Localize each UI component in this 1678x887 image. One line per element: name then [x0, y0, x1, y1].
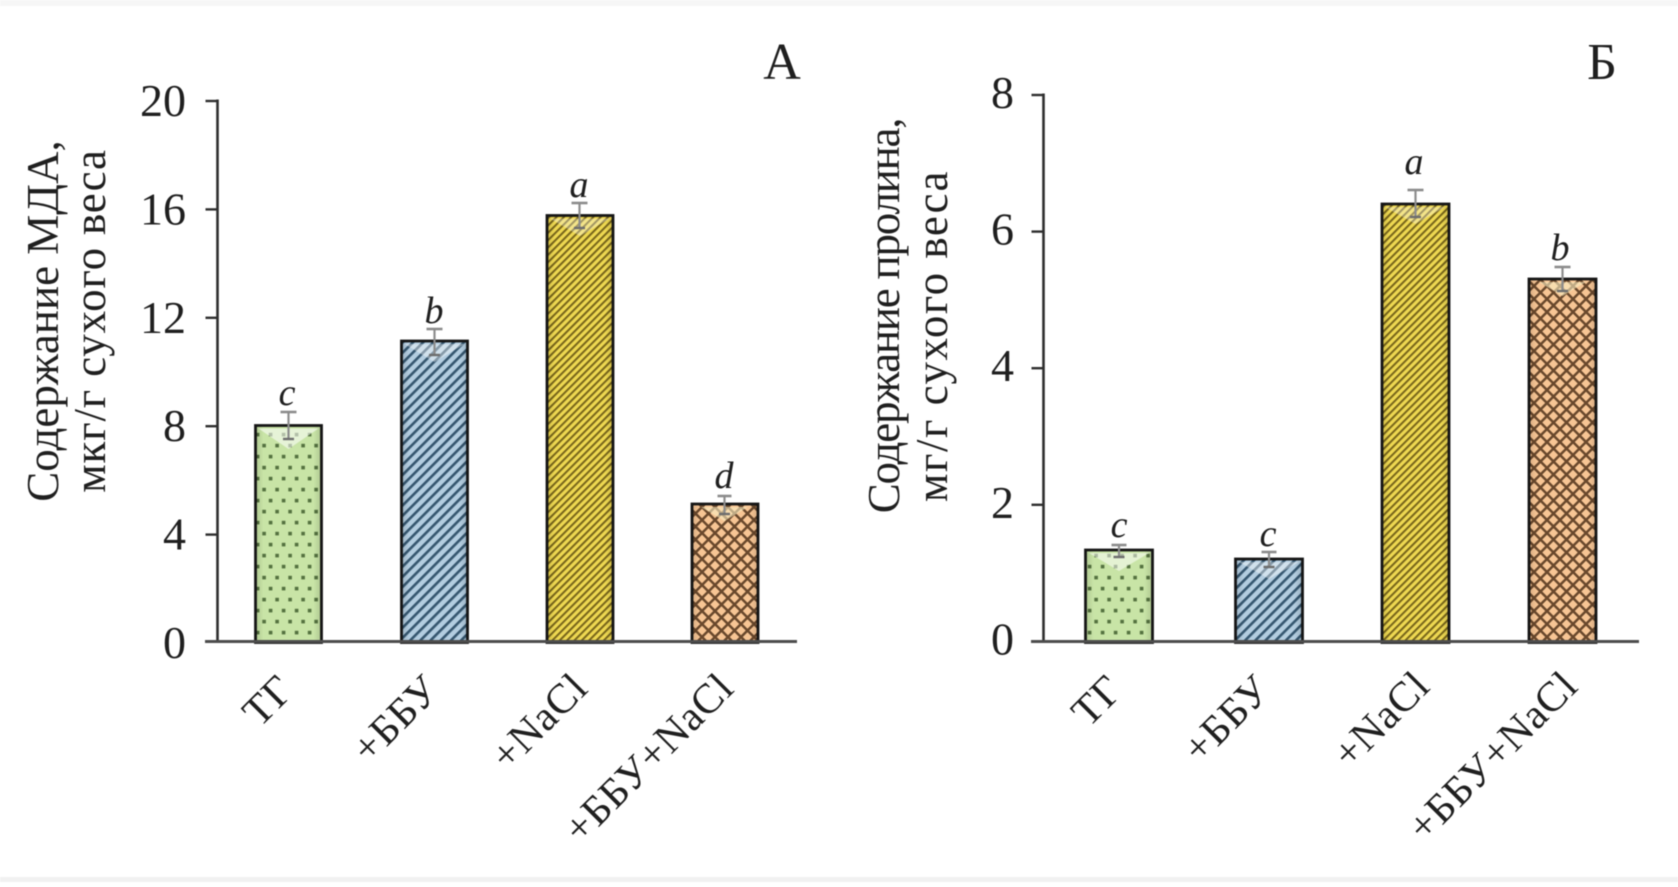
- svg-text:8: 8: [163, 400, 186, 451]
- svg-text:4: 4: [991, 340, 1014, 391]
- svg-text:a: a: [570, 164, 589, 206]
- svg-text:мкг/г сухого веса: мкг/г сухого веса: [65, 149, 115, 492]
- svg-text:8: 8: [991, 67, 1014, 118]
- svg-text:20: 20: [140, 75, 186, 126]
- svg-text:2: 2: [991, 477, 1014, 528]
- svg-text:16: 16: [140, 183, 186, 234]
- svg-text:6: 6: [991, 204, 1014, 255]
- svg-text:мг/г сухого веса: мг/г сухого веса: [907, 170, 957, 502]
- svg-text:0: 0: [163, 617, 186, 668]
- svg-text:c: c: [1111, 504, 1128, 546]
- svg-text:c: c: [279, 372, 296, 414]
- svg-text:Содержание пролина,: Содержание пролина,: [859, 119, 909, 514]
- svg-text:b: b: [1551, 227, 1570, 269]
- svg-text:b: b: [425, 290, 444, 332]
- svg-text:a: a: [1405, 141, 1424, 183]
- svg-text:12: 12: [140, 292, 186, 343]
- svg-text:Содержание МДА,: Содержание МДА,: [18, 140, 68, 502]
- svg-text:А: А: [763, 34, 801, 91]
- svg-text:d: d: [715, 455, 735, 497]
- svg-text:c: c: [1260, 513, 1277, 555]
- svg-text:0: 0: [991, 614, 1014, 665]
- svg-text:Б: Б: [1587, 34, 1617, 91]
- svg-text:4: 4: [163, 509, 186, 560]
